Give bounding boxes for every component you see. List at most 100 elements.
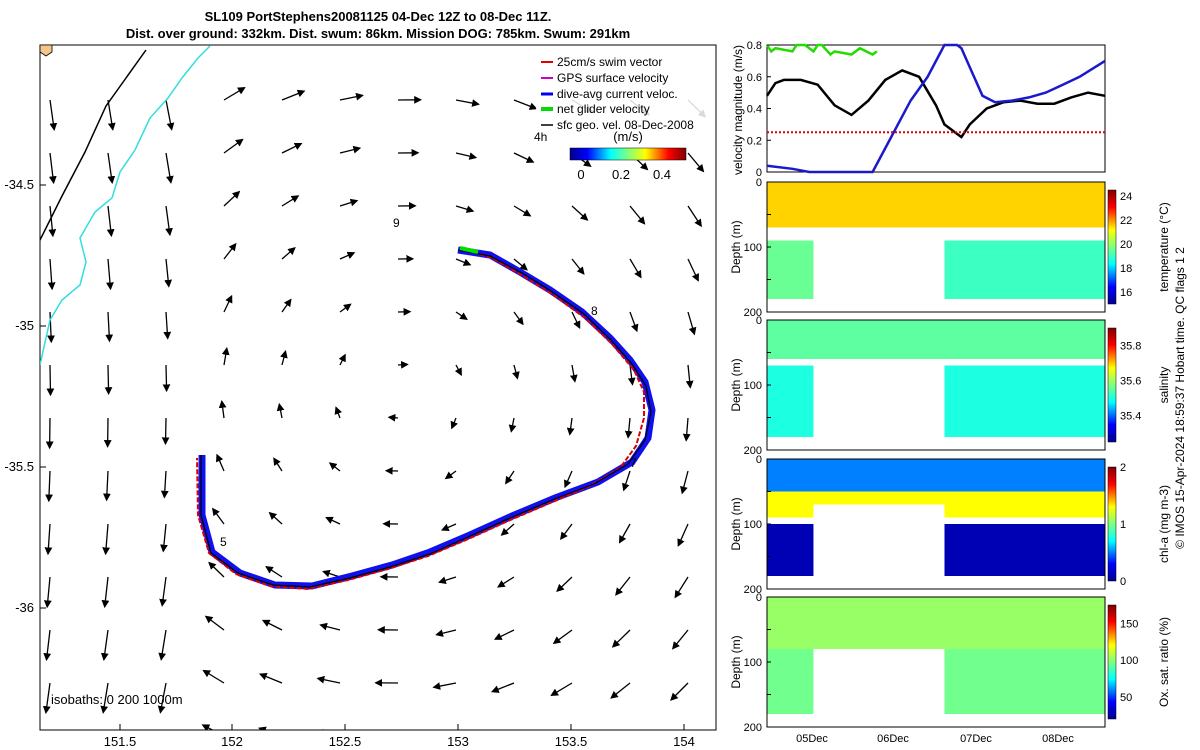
geo-vector-arrow: [49, 99, 58, 131]
legend-dive-avg-current: dive-avg current veloc.: [557, 87, 678, 101]
layer-2-b: [944, 524, 1105, 576]
geo-vector-arrow: [505, 470, 515, 485]
geo-vector-arrow: [622, 470, 631, 492]
velocity-ytick: 0.6: [747, 72, 762, 84]
map-ytick--35: -35: [15, 318, 34, 333]
section-clabel: salinity: [1157, 367, 1171, 404]
map-xtick-151.5: 151.5: [104, 734, 137, 749]
velocity-ytick: 0: [756, 167, 762, 179]
colorbar-tick: 100: [1120, 655, 1138, 667]
geo-vector-arrow: [680, 470, 689, 495]
geo-vector-arrow: [47, 258, 56, 291]
layer-1-b: [944, 365, 1105, 437]
colorbar-tick-0.2: 0.2: [612, 167, 630, 182]
geo-vector-arrow: [512, 364, 520, 380]
layer-0: [767, 320, 1105, 359]
colorbar-tick: 2: [1120, 462, 1126, 474]
velocity-series-1: [766, 43, 1106, 174]
geo-vector-arrow: [513, 99, 538, 110]
geo-vector-arrow: [334, 406, 342, 419]
colorbar-tick-0.4: 0.4: [653, 167, 671, 182]
geo-vector-arrow: [45, 736, 50, 750]
geo-vector-arrow: [339, 145, 362, 154]
geo-vector-arrow: [160, 523, 168, 553]
geo-vector-arrow: [685, 364, 694, 389]
xtick-05Dec: 05Dec: [796, 733, 828, 745]
geo-vector-arrow: [508, 417, 517, 433]
geo-vector-arrow: [328, 462, 341, 472]
geo-vector-arrow: [687, 152, 705, 173]
section-ytick: 100: [744, 380, 762, 392]
geo-vector-arrow: [281, 89, 306, 101]
geo-vector-arrow: [319, 622, 341, 631]
xtick-06Dec: 06Dec: [877, 733, 909, 745]
section-ytick: 200: [744, 445, 762, 457]
layer-0: [767, 597, 1105, 649]
geo-vector-arrow: [556, 576, 573, 592]
day-marker-5: 5: [220, 535, 227, 549]
geo-vector-arrow: [325, 516, 341, 525]
section-ytick: 200: [744, 722, 762, 734]
geo-vector-arrow: [107, 99, 116, 131]
geo-vector-arrow: [435, 629, 457, 637]
geo-vector-arrow: [160, 736, 166, 750]
layer-1: [767, 240, 814, 299]
velocity-series-0: [765, 69, 1106, 139]
geo-vector-arrow: [677, 523, 689, 547]
coastline-0m: [40, 49, 147, 241]
velocity-ytick: 0.2: [747, 135, 762, 147]
geo-vector-arrow: [223, 87, 246, 101]
section-ylabel: Depth (m): [729, 220, 743, 273]
geo-vector-arrow: [281, 195, 300, 207]
layer-1-a: [767, 491, 814, 518]
geo-vector-arrow: [103, 470, 111, 502]
velocity-ytick: 0.4: [747, 104, 762, 116]
geo-vector-arrow: [261, 619, 283, 631]
section-ytick: 0: [756, 454, 762, 466]
map-ytick--35.5: -35.5: [4, 459, 34, 474]
geo-vector-arrow: [223, 242, 237, 260]
map-ytick--36: -36: [15, 600, 34, 615]
geo-vector-arrow: [280, 350, 288, 366]
section-panel-0: 0 100 200 Depth (m) 16 18 20 22 24 temperature (°…: [729, 177, 1171, 319]
geo-vector-arrow: [687, 311, 697, 336]
geo-vector-arrow: [618, 523, 631, 544]
map-xtick-153: 153: [447, 734, 469, 749]
geo-vector-arrow: [164, 258, 173, 288]
geo-vector-arrow: [316, 675, 341, 684]
section-ylabel: Depth (m): [729, 358, 743, 411]
geo-vector-arrow: [101, 576, 110, 609]
geo-vector-arrow: [674, 576, 689, 599]
geo-vector-arrow: [158, 629, 167, 661]
map-xtick-153.5: 153.5: [555, 734, 588, 749]
geo-vector-arrow: [450, 417, 458, 430]
geo-vector-arrow: [387, 413, 399, 422]
geo-vector-arrow: [258, 726, 267, 730]
colorbar-tick: 24: [1120, 191, 1132, 203]
geo-vector-arrow: [670, 682, 689, 701]
geo-vector-arrow: [48, 152, 57, 185]
geo-vector-arrow: [276, 402, 285, 419]
geo-vector-arrow: [444, 470, 457, 480]
geo-vector-arrow: [493, 629, 515, 640]
layer-0: [767, 182, 1105, 228]
geo-vector-arrow: [455, 152, 478, 160]
colorbar-tick: 16: [1120, 287, 1132, 299]
geo-vector-arrow: [569, 364, 578, 383]
geo-vector-arrow: [339, 303, 352, 313]
section-panel-2: 0 100 200 Depth (m) 0 1 2 chl-a (mg m-3): [729, 454, 1171, 596]
isobaths-label: isobaths: 0 200 1000m: [51, 692, 183, 707]
geo-vector-arrow: [682, 417, 691, 442]
geo-vector-arrow: [571, 311, 581, 329]
geo-vector-arrow: [441, 523, 457, 531]
geo-vector-arrow: [496, 576, 515, 588]
geo-vector-arrow: [100, 629, 109, 661]
geo-vector-arrow: [100, 682, 109, 714]
geo-vector-arrow: [455, 258, 472, 266]
section-panel-3: 0 100 200 Depth (m) 50 100 150 Ox. sat. ratio (…: [729, 592, 1171, 734]
velocity-series-2: [765, 43, 878, 57]
geo-vector-arrow: [106, 205, 115, 238]
geo-vector-arrow: [550, 682, 573, 696]
geo-vector-arrow: [218, 400, 227, 419]
map-xtick-152.5: 152.5: [329, 734, 362, 749]
